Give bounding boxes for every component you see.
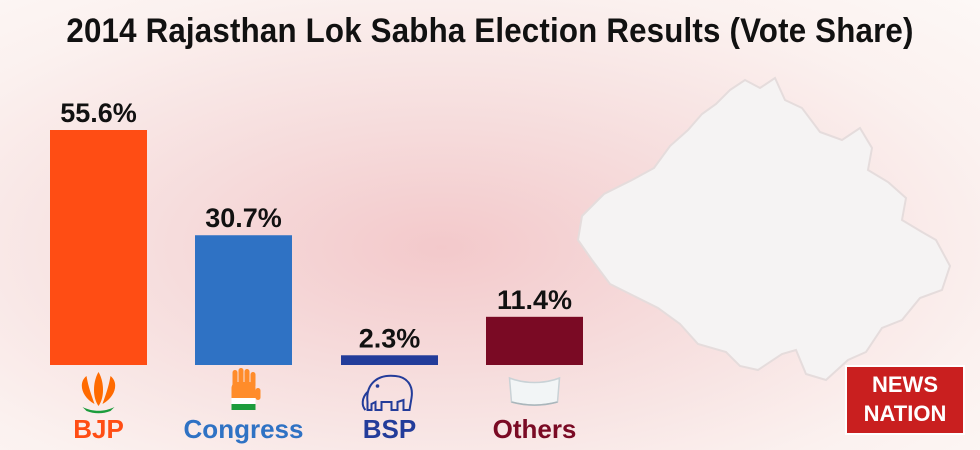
value-label-others: 11.4%: [497, 285, 572, 315]
value-label-bsp: 2.3%: [359, 323, 421, 353]
bar-bjp: [50, 130, 147, 365]
bar-congress: [195, 235, 292, 365]
lotus-icon: [81, 372, 116, 414]
logo-line1: NEWS: [872, 372, 938, 397]
logo-line2: NATION: [863, 401, 947, 426]
bar-bsp: [341, 355, 438, 365]
category-label-bjp: BJP: [73, 414, 124, 444]
chart-title: 2014 Rajasthan Lok Sabha Election Result…: [66, 12, 914, 50]
news-nation-logo: NEWS NATION: [845, 365, 965, 435]
category-label-others: Others: [493, 414, 577, 444]
value-label-congress: 30.7%: [205, 203, 282, 233]
cap-icon: [508, 376, 561, 406]
rajasthan-map-icon: [576, 76, 952, 382]
category-label-bsp: BSP: [363, 414, 416, 444]
hand-icon: [231, 368, 261, 410]
elephant-icon: [361, 374, 413, 411]
bar-others: [486, 316, 583, 365]
category-label-congress: Congress: [184, 414, 304, 444]
value-label-bjp: 55.6%: [60, 98, 137, 128]
